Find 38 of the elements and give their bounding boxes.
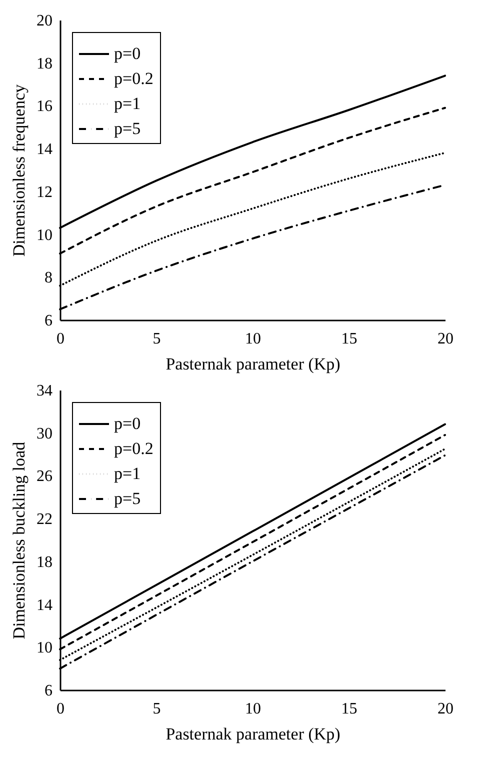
- x-tick-label: 15: [341, 330, 358, 348]
- legend-label: p=0: [114, 414, 141, 433]
- y-tick-label: 6: [44, 312, 52, 330]
- y-tick-label: 14: [36, 596, 52, 614]
- y-tick-label: 20: [36, 12, 52, 30]
- legend-label: p=0.2: [114, 439, 154, 458]
- y-tick-label: 6: [44, 682, 52, 700]
- x-tick-label: 0: [56, 700, 64, 718]
- x-tick-label: 20: [438, 700, 454, 718]
- y-tick-label: 16: [36, 98, 52, 116]
- y-tick-label: 34: [36, 382, 52, 400]
- legend-label: p=5: [114, 119, 141, 138]
- x-tick-label: 10: [245, 330, 261, 348]
- y-tick-label: 30: [36, 425, 52, 442]
- x-tick-label: 5: [152, 700, 161, 718]
- legend-label: p=1: [114, 94, 141, 113]
- y-tick-label: 8: [44, 270, 52, 287]
- y-axis-title: Dimensionless buckling load: [10, 441, 28, 640]
- x-tick-label: 20: [438, 330, 454, 348]
- y-tick-label: 18: [36, 55, 52, 72]
- legend-label: p=0.2: [114, 69, 154, 88]
- x-tick-label: 10: [245, 700, 261, 718]
- y-tick-label: 14: [36, 141, 52, 158]
- legend-label: p=1: [114, 464, 141, 483]
- x-axis-title: Pasternak parameter (Kp): [166, 724, 340, 744]
- legend-label: p=5: [114, 489, 141, 508]
- x-tick-label: 15: [341, 700, 358, 718]
- y-tick-label: 10: [36, 640, 52, 657]
- legend-label: p=0: [114, 44, 141, 63]
- y-tick-label: 22: [36, 511, 52, 528]
- x-tick-label: 0: [56, 330, 64, 348]
- y-tick-label: 18: [36, 554, 52, 571]
- y-tick-label: 26: [36, 468, 52, 486]
- y-axis-title: Dimensionless frequency: [10, 84, 28, 257]
- x-tick-label: 5: [152, 330, 161, 348]
- y-tick-label: 10: [36, 226, 52, 244]
- x-axis-title: Pasternak parameter (Kp): [166, 354, 340, 374]
- y-tick-label: 12: [36, 184, 52, 201]
